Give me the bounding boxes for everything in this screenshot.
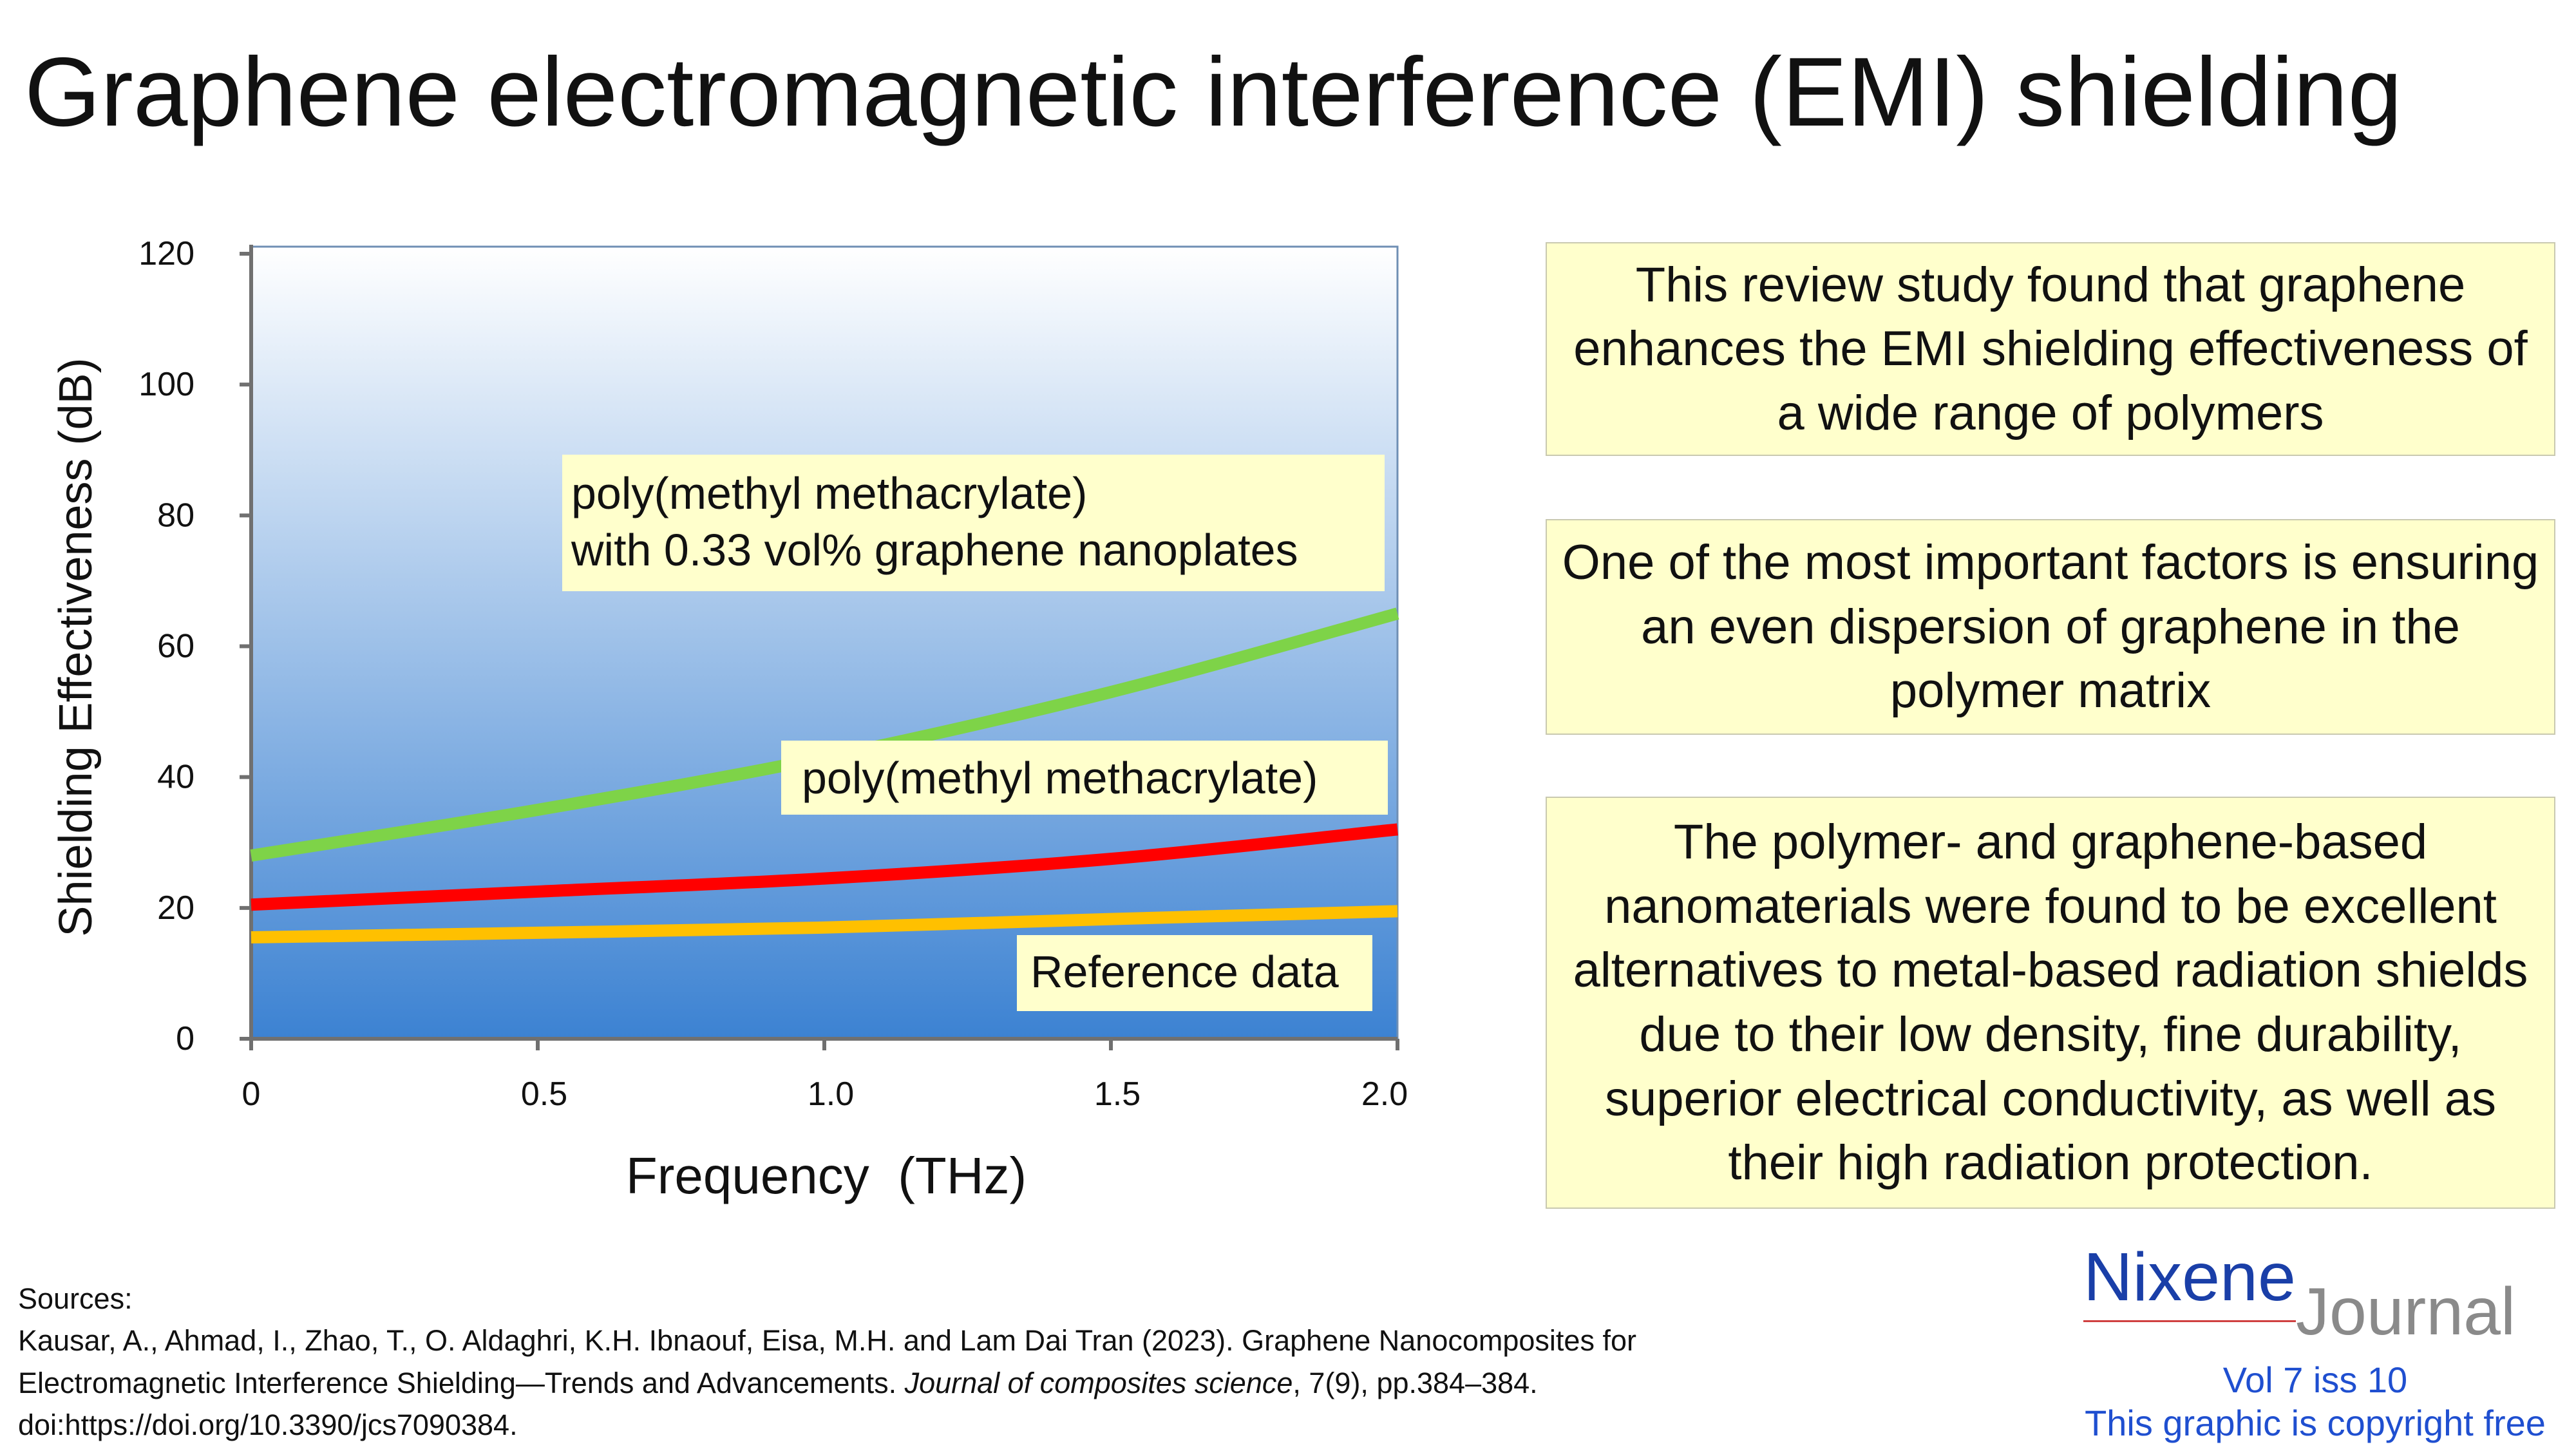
- annotation-box-pmma: [781, 741, 1388, 815]
- callout-dispersion-factor: One of the most important factors is ens…: [1546, 519, 2555, 735]
- sources-block: Sources: Kausar, A., Ahmad, I., Zhao, T.…: [18, 1278, 1636, 1446]
- x-tick-label: 0: [242, 1075, 261, 1113]
- x-axis-label: Frequency (THz): [626, 1147, 1027, 1204]
- y-tick-label: 60: [157, 628, 194, 665]
- page-title: Graphene electromagnetic interference (E…: [24, 37, 2403, 147]
- x-tick-label: 1.5: [1094, 1075, 1141, 1113]
- logo-underline: [2083, 1320, 2296, 1322]
- y-axis-label: Shielding Effectiveness (dB): [50, 357, 102, 936]
- sources-line2-text: Electromagnetic Interference Shielding—T…: [18, 1366, 905, 1399]
- y-tick-label: 0: [176, 1020, 194, 1057]
- y-tick-label: 20: [157, 889, 194, 927]
- nixene-journal-logo: Nixene Journal Vol 7 iss 10 This graphic…: [2083, 1239, 2547, 1441]
- y-tick-label: 80: [157, 497, 194, 534]
- logo-journal-text: Journal: [2296, 1274, 2516, 1349]
- sources-line1: Kausar, A., Ahmad, I., Zhao, T., O. Alda…: [18, 1324, 1636, 1358]
- x-tick-label: 0.5: [521, 1075, 567, 1113]
- logo-copyright: This graphic is copyright free: [2085, 1403, 2546, 1443]
- annotation-layer: poly(methyl methacrylate) with 0.33 vol%…: [562, 455, 1388, 1011]
- annotation-pmma: poly(methyl methacrylate): [802, 753, 1318, 803]
- series-line-1: [251, 823, 1398, 911]
- logo-nixene-text: Nixene: [2083, 1239, 2296, 1315]
- annotation-box-reference: [1017, 935, 1372, 1011]
- annotation-pmma-graphene-line2: with 0.33 vol% graphene nanoplates: [571, 525, 1298, 575]
- axes: 0 20 40 60 80 100 120 0 0.5 1.0 1.5 2.0: [138, 235, 1408, 1113]
- sources-heading: Sources:: [18, 1282, 133, 1315]
- sources-line2-tail: , 7(9), pp.384–384.: [1293, 1366, 1538, 1399]
- series-line-2: [251, 905, 1398, 944]
- logo-volume: Vol 7 iss 10: [2222, 1359, 2408, 1400]
- annotation-box-pmma-graphene: [562, 455, 1385, 591]
- annotation-pmma-graphene-line1: poly(methyl methacrylate): [571, 468, 1087, 518]
- x-tick-label: 2.0: [1361, 1075, 1408, 1113]
- x-tick-label: 1.0: [808, 1075, 854, 1113]
- sources-journal-name: Journal of composites science: [904, 1366, 1293, 1399]
- annotation-reference: Reference data: [1030, 947, 1339, 997]
- plot-background: [250, 245, 1399, 1040]
- y-tick-label: 40: [157, 759, 194, 796]
- emi-shielding-chart: 0 20 40 60 80 100 120 0 0.5 1.0 1.5 2.0 poly(methyl…: [50, 235, 1408, 1204]
- callout-alternatives: The polymer- and graphene-based nanomate…: [1546, 797, 2555, 1209]
- y-tick-label: 100: [138, 366, 194, 403]
- callout-review-finding: This review study found that graphene en…: [1546, 242, 2555, 456]
- y-tick-label: 120: [138, 235, 194, 272]
- sources-doi: doi:https://doi.org/10.3390/jcs7090384.: [18, 1408, 518, 1441]
- sources-line2: Electromagnetic Interference Shielding—T…: [18, 1362, 1636, 1404]
